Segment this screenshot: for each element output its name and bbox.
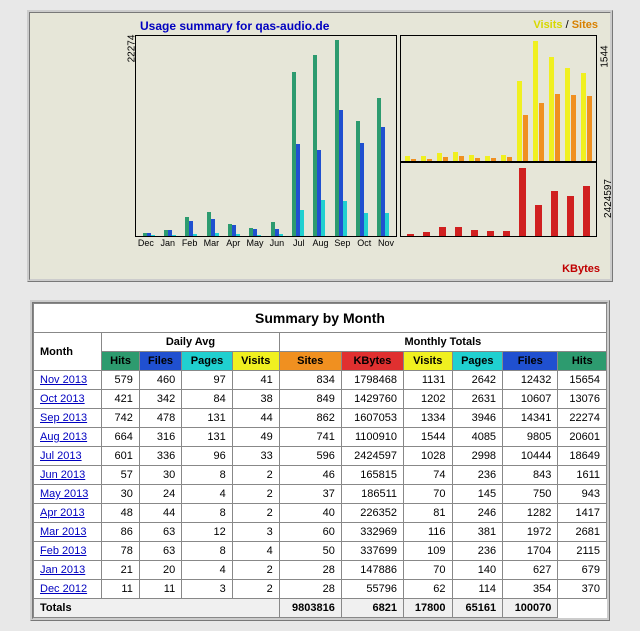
- totals-files: 65161: [452, 599, 503, 618]
- table-row: May 20133024423718651170145750943: [34, 485, 607, 504]
- month-link[interactable]: Mar 2013: [40, 526, 86, 538]
- y-axis-right-bottom: 2424597: [603, 179, 614, 218]
- month-link[interactable]: Feb 2013: [40, 545, 86, 557]
- chart-right-top: [400, 35, 597, 162]
- col-month: Month: [34, 333, 102, 371]
- totals-kbytes: 9803816: [279, 599, 341, 618]
- table-row: Aug 201366431613149741110091015444085980…: [34, 428, 607, 447]
- col-pages-da: Pages: [182, 352, 233, 371]
- chart-title: Usage summary for qas-audio.de: [140, 19, 329, 33]
- col-hits-da: Hits: [102, 352, 140, 371]
- kbytes-label: KBytes: [562, 263, 600, 275]
- month-link[interactable]: Sep 2013: [40, 412, 87, 424]
- summary-table: Summary by Month Month Daily Avg Monthly…: [33, 303, 607, 618]
- col-hits-mt: Hits: [558, 352, 607, 371]
- chart-legend: Visits / Sites: [533, 19, 598, 31]
- table-row: Nov 201357946097418341798468113126421243…: [34, 371, 607, 390]
- month-link[interactable]: Aug 2013: [40, 431, 87, 443]
- colgroup-monthly: Monthly Totals: [279, 333, 606, 352]
- totals-pages: 17800: [403, 599, 452, 618]
- summary-table-panel: Summary by Month Month Daily Avg Monthly…: [30, 300, 610, 621]
- month-link[interactable]: Dec 2012: [40, 583, 87, 595]
- col-pages-mt: Pages: [452, 352, 503, 371]
- y-axis-right-top: 1544: [599, 45, 610, 67]
- table-row: Sep 201374247813144862160705313343946143…: [34, 409, 607, 428]
- colgroup-daily: Daily Avg: [102, 333, 279, 352]
- month-link[interactable]: May 2013: [40, 488, 88, 500]
- table-title: Summary by Month: [34, 304, 607, 333]
- totals-hits: 100070: [503, 599, 558, 618]
- table-row: Feb 20137863845033769910923617042115: [34, 542, 607, 561]
- table-row: Apr 2013484482402263528124612821417: [34, 504, 607, 523]
- table-row: Jun 201357308246165815742368431611: [34, 466, 607, 485]
- totals-label: Totals: [34, 599, 280, 618]
- month-link[interactable]: Oct 2013: [40, 393, 85, 405]
- month-link[interactable]: Apr 2013: [40, 507, 85, 519]
- col-visits-da: Visits: [232, 352, 279, 371]
- table-row: Dec 2012111132285579662114354370: [34, 580, 607, 599]
- table-row: Jan 20132120422814788670140627679: [34, 561, 607, 580]
- col-visits-mt: Visits: [403, 352, 452, 371]
- legend-visits: Visits: [533, 19, 562, 31]
- month-link[interactable]: Nov 2013: [40, 374, 87, 386]
- month-link[interactable]: Jan 2013: [40, 564, 85, 576]
- table-row: Oct 201342134284388491429760120226311060…: [34, 390, 607, 409]
- col-files-da: Files: [139, 352, 181, 371]
- usage-chart-panel: Usage summary for qas-audio.de Visits / …: [27, 10, 613, 282]
- col-sites: Sites: [279, 352, 341, 371]
- table-row: Jul 201360133696335962424597102829981044…: [34, 447, 607, 466]
- col-files-mt: Files: [503, 352, 558, 371]
- month-link[interactable]: Jun 2013: [40, 469, 85, 481]
- chart-right-bottom: [400, 162, 597, 237]
- totals-visits: 6821: [341, 599, 403, 618]
- legend-sites: Sites: [572, 19, 598, 31]
- table-row: Mar 201386631236033296911638119722681: [34, 523, 607, 542]
- month-link[interactable]: Jul 2013: [40, 450, 82, 462]
- chart-left: [135, 35, 397, 237]
- col-kbytes: KBytes: [341, 352, 403, 371]
- x-axis-labels: DecJanFebMarAprMayJunJulAugSepOctNov: [135, 238, 397, 248]
